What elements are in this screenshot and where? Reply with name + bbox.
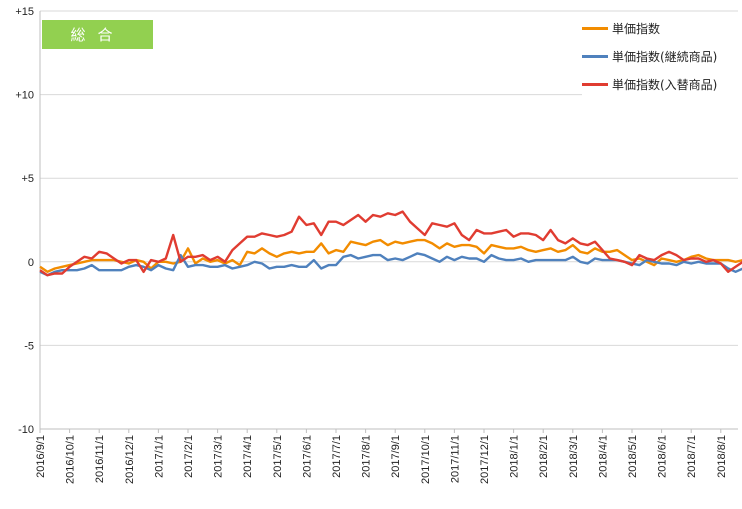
x-tick-label: 2016/10/1	[65, 435, 77, 484]
series-lines	[39, 210, 742, 277]
x-tick-label: 2018/1/1	[509, 435, 521, 478]
x-tick-label: 2018/5/1	[627, 435, 639, 478]
x-tick-label: 2017/1/1	[153, 435, 165, 478]
legend-item-continuing-products: 単価指数(継続商品)	[582, 42, 740, 70]
x-tick-label: 2017/11/1	[449, 435, 461, 483]
total-badge: 総合	[42, 20, 153, 49]
series-line-2	[39, 210, 742, 277]
legend-swatch-blue	[582, 54, 608, 58]
x-tick-label: 2017/3/1	[213, 435, 225, 478]
y-tick-label: +10	[15, 90, 34, 102]
legend-swatch-red	[582, 82, 608, 86]
y-tick-label: -5	[24, 340, 34, 352]
y-tick-label: 0	[28, 257, 34, 269]
legend-swatch-orange	[582, 26, 608, 30]
x-tick-label: 2017/4/1	[242, 435, 254, 478]
x-tick-label: 2017/8/1	[361, 435, 373, 478]
legend-label: 単価指数	[612, 21, 661, 36]
legend-label: 単価指数(入替商品)	[612, 77, 718, 92]
x-tick-label: 2018/2/1	[538, 435, 550, 478]
x-tick-label: 2018/7/1	[686, 435, 698, 478]
x-tick-label: 2016/12/1	[124, 435, 136, 484]
y-tick-label: +15	[15, 6, 34, 18]
x-tick-label: 2017/10/1	[420, 435, 432, 484]
y-tick-label: +5	[21, 173, 34, 185]
x-tick-label: 2016/9/1	[35, 435, 47, 478]
x-tick-label: 2018/8/1	[716, 435, 728, 478]
legend-item-replaced-products: 単価指数(入替商品)	[582, 70, 740, 98]
x-tick-label: 2018/3/1	[568, 435, 580, 478]
x-tick-label: 2018/6/1	[657, 435, 669, 478]
x-tick-label: 2017/12/1	[479, 435, 491, 484]
x-tick-label: 2017/5/1	[272, 435, 284, 478]
x-axis: 2016/9/1 2016/10/1 2016/11/1 2016/12/1 2017/…	[35, 428, 738, 484]
legend-item-unit-price-index: 単価指数	[582, 14, 740, 42]
x-tick-label: 2017/2/1	[183, 435, 195, 478]
x-tick-label: 2016/11/1	[94, 435, 106, 483]
series-line-1	[39, 252, 742, 277]
legend: 単価指数 単価指数(継続商品) 単価指数(入替商品)	[582, 14, 740, 98]
y-axis: +15 +10 +5 0 -5 -10	[15, 6, 41, 436]
x-tick-label: 2018/4/1	[597, 435, 609, 478]
x-tick-label: 2017/7/1	[331, 435, 343, 478]
y-tick-label: -10	[18, 424, 34, 436]
x-tick-label: 2017/6/1	[301, 435, 313, 478]
x-tick-label: 2017/9/1	[390, 435, 402, 478]
legend-label: 単価指数(継続商品)	[612, 49, 718, 64]
